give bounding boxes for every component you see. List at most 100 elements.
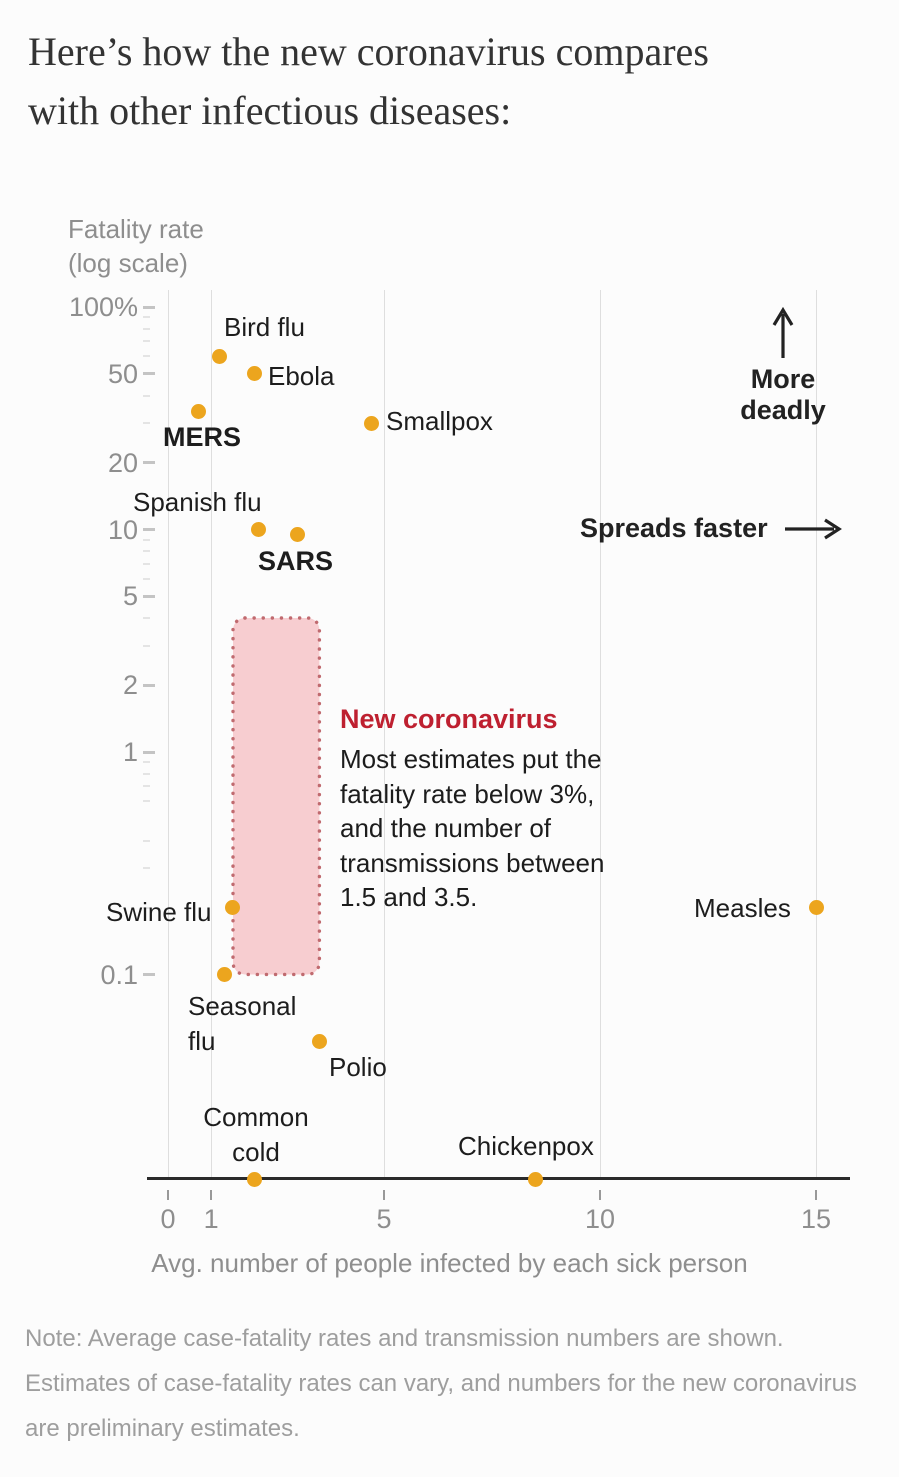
annotation-line: transmissions between: [340, 847, 605, 878]
y-minor-tick: [143, 538, 150, 541]
chart-note: Note: Average case-fatality rates and tr…: [25, 1316, 857, 1451]
y-tick: [143, 461, 155, 465]
y-tick-label: 5: [122, 581, 138, 612]
y-minor-tick: [143, 340, 150, 343]
new-coronavirus-range-box: [231, 616, 321, 977]
x-tick-label: 5: [376, 1204, 392, 1234]
data-point-bird-flu: [212, 348, 228, 364]
point-label-common-cold: Common cold: [203, 1102, 309, 1167]
data-point-mers: [190, 403, 206, 419]
y-tick: [143, 528, 155, 531]
x-axis-label: Avg. number of people infected by each s…: [151, 1248, 748, 1278]
point-label-seasonal-flu: Seasonal flu: [188, 991, 297, 1056]
y-tick-label: 100%: [68, 292, 138, 322]
v-gridline: [210, 290, 212, 1180]
y-axis-title-line2: (log scale): [68, 248, 188, 278]
y-minor-tick: [143, 617, 150, 620]
y-tick-label: 2: [122, 670, 138, 701]
y-minor-tick: [143, 422, 150, 425]
y-tick: [143, 973, 155, 976]
point-label-smallpox: Smallpox: [386, 406, 493, 436]
note-line: Note: Average case-fatality rates and tr…: [25, 1325, 784, 1352]
y-tick: [143, 594, 155, 598]
data-point-spanish-flu: [251, 522, 267, 537]
spreads-faster-label: Spreads faster: [580, 513, 768, 543]
y-axis-title-line1: Fatality rate: [68, 214, 204, 244]
x-tick-label: 15: [800, 1204, 832, 1234]
y-tick: [143, 683, 155, 687]
point-label-swine-flu: Swine flu: [106, 897, 212, 927]
y-minor-tick: [143, 761, 150, 764]
y-tick: [143, 372, 155, 376]
v-gridline: [167, 290, 169, 1180]
y-tick-label: 10: [107, 514, 138, 545]
annotation-body: Most estimates put the fatality rate bel…: [340, 742, 604, 915]
page-title: Here’s how the new coronavirus compares w…: [28, 22, 709, 140]
y-minor-tick: [143, 839, 150, 842]
y-tick-label: 20: [107, 447, 138, 478]
x-tick: [383, 1190, 385, 1200]
annotation-line: Most estimates put the: [340, 744, 602, 774]
y-tick: [143, 305, 155, 309]
y-axis-title: Fatality rate (log scale): [68, 212, 204, 280]
y-minor-tick: [143, 644, 150, 647]
annotation-line: 1.5 and 3.5.: [340, 882, 478, 913]
page-title-line2: with other infectious diseases:: [28, 88, 512, 133]
y-tick: [143, 750, 155, 754]
v-gridline: [383, 290, 385, 1180]
note-line: Estimates of case-fatality rates can var…: [25, 1370, 857, 1397]
data-point-ebola: [246, 366, 262, 382]
point-label-measles: Measles: [694, 893, 791, 923]
x-axis-line: [147, 1177, 850, 1180]
y-minor-tick: [143, 906, 150, 909]
data-point-sars: [290, 526, 306, 542]
point-label-polio: Polio: [329, 1052, 387, 1082]
more-deadly-label: More deadly: [733, 364, 833, 426]
point-label-spanish-flu: Spanish flu: [133, 487, 262, 517]
note-line: are preliminary estimates.: [25, 1415, 300, 1442]
point-label-ebola: Ebola: [268, 361, 335, 391]
point-label-chickenpox: Chickenpox: [458, 1131, 594, 1161]
annotation-line: and the number of: [340, 813, 552, 844]
y-tick-label: 0.1: [100, 959, 138, 990]
y-minor-tick: [143, 562, 150, 565]
x-tick-label: 10: [584, 1204, 616, 1234]
point-label-bird-flu: Bird flu: [224, 312, 305, 342]
annotation-title: New coronavirus: [340, 704, 558, 734]
y-tick-label: 1: [122, 737, 138, 767]
right-arrow-icon: [785, 518, 842, 540]
point-label-sars: SARS: [258, 546, 334, 576]
y-minor-tick: [143, 867, 150, 870]
y-minor-tick: [143, 316, 150, 319]
data-point-polio: [311, 1033, 327, 1049]
x-tick: [210, 1190, 213, 1200]
data-point-seasonal-flu: [216, 967, 232, 982]
page-title-line1: Here’s how the new coronavirus compares: [28, 29, 709, 74]
annotation-new-coronavirus: New coronavirus Most estimates put the f…: [340, 704, 604, 915]
y-minor-tick: [143, 800, 150, 803]
y-tick-label: 50: [107, 358, 138, 389]
y-minor-tick: [143, 327, 150, 330]
point-label-mers: MERS: [163, 422, 242, 452]
more-deadly-line1: More: [750, 364, 816, 394]
data-point-common-cold: [246, 1171, 262, 1187]
y-minor-tick: [143, 550, 150, 553]
data-point-smallpox: [363, 415, 379, 431]
data-point-measles: [808, 900, 824, 916]
x-tick-label: 0: [160, 1204, 176, 1234]
more-deadly-line2: deadly: [740, 395, 826, 425]
annotation-line: fatality rate below 3%,: [340, 778, 595, 809]
up-arrow-icon: [772, 306, 794, 358]
v-gridline: [815, 290, 817, 1180]
y-minor-tick: [143, 577, 150, 580]
y-minor-tick: [143, 772, 150, 775]
v-gridline: [599, 290, 601, 1180]
data-point-chickenpox: [527, 1171, 543, 1187]
y-minor-tick: [143, 355, 150, 358]
data-point-swine-flu: [225, 900, 241, 916]
x-tick: [815, 1190, 817, 1200]
x-tick: [599, 1190, 601, 1200]
y-minor-tick: [143, 394, 150, 397]
